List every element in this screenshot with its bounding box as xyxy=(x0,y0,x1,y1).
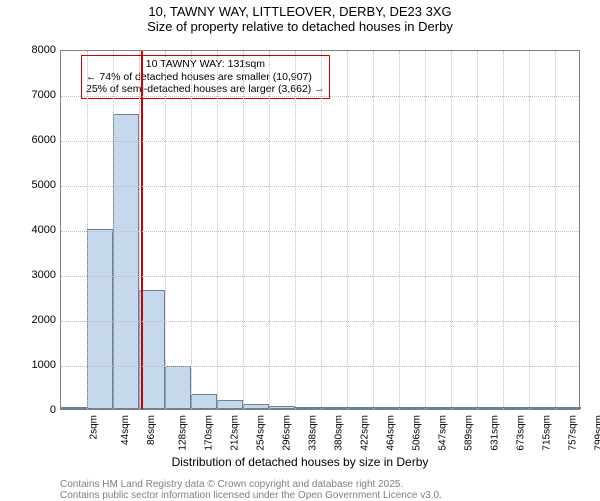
annotation-line: 10 TAWNY WAY: 131sqm xyxy=(86,58,325,71)
gridline-v xyxy=(555,51,556,409)
x-tick-label: 799sqm xyxy=(594,415,600,451)
gridline-v xyxy=(191,51,192,409)
title-address: 10, TAWNY WAY, LITTLEOVER, DERBY, DE23 3… xyxy=(0,4,600,19)
x-axis-title: Distribution of detached houses by size … xyxy=(0,455,600,469)
x-tick-label: 464sqm xyxy=(386,415,397,451)
histogram-bar xyxy=(555,407,581,409)
y-tick-label: 5000 xyxy=(32,179,56,191)
title-subtitle: Size of property relative to detached ho… xyxy=(0,19,600,34)
x-tick-label: 296sqm xyxy=(282,415,293,451)
histogram-bar xyxy=(529,407,555,409)
x-tick-label: 380sqm xyxy=(334,415,345,451)
y-tick-label: 7000 xyxy=(32,89,56,101)
x-tick-label: 128sqm xyxy=(178,415,189,451)
x-tick-label: 338sqm xyxy=(308,415,319,451)
gridline-v xyxy=(295,51,296,409)
y-tick-label: 1000 xyxy=(32,359,56,371)
x-tick-label: 506sqm xyxy=(412,415,423,451)
gridline-v xyxy=(503,51,504,409)
marker-line xyxy=(141,51,143,409)
histogram-bar xyxy=(191,394,217,409)
annotation-box: 10 TAWNY WAY: 131sqm ← 74% of detached h… xyxy=(81,55,330,99)
histogram-bar xyxy=(113,114,139,409)
histogram-bar xyxy=(295,407,321,409)
annotation-line: ← 74% of detached houses are smaller (10… xyxy=(86,71,325,84)
x-tick-label: 212sqm xyxy=(230,415,241,451)
histogram-bar xyxy=(165,366,191,409)
histogram-bar xyxy=(87,229,113,409)
y-tick-label: 0 xyxy=(50,404,56,416)
gridline-v xyxy=(139,51,140,409)
x-tick-label: 254sqm xyxy=(256,415,267,451)
x-tick-label: 715sqm xyxy=(541,415,552,451)
histogram-bar xyxy=(477,407,503,409)
x-tick-label: 170sqm xyxy=(204,415,215,451)
x-tick-label: 673sqm xyxy=(515,415,526,451)
histogram-bar xyxy=(399,407,425,409)
footer-copyright: Contains HM Land Registry data © Crown c… xyxy=(60,479,403,490)
gridline-v xyxy=(425,51,426,409)
gridline-v xyxy=(269,51,270,409)
histogram-bar xyxy=(269,406,295,409)
plot-area: 10 TAWNY WAY: 131sqm ← 74% of detached h… xyxy=(60,50,580,410)
histogram-bar xyxy=(503,407,529,409)
y-tick-label: 2000 xyxy=(32,314,56,326)
gridline-v xyxy=(529,51,530,409)
y-tick-label: 8000 xyxy=(32,44,56,56)
x-tick-label: 86sqm xyxy=(146,415,157,445)
annotation-line: 25% of semi-detached houses are larger (… xyxy=(86,83,325,96)
histogram-bar xyxy=(61,407,87,409)
histogram-bar xyxy=(425,407,451,409)
gridline-v xyxy=(165,51,166,409)
gridline-v xyxy=(399,51,400,409)
gridline-v xyxy=(217,51,218,409)
footer-licence: Contains public sector information licen… xyxy=(60,490,442,501)
x-tick-label: 44sqm xyxy=(120,415,131,445)
chart-title: 10, TAWNY WAY, LITTLEOVER, DERBY, DE23 3… xyxy=(0,0,600,34)
histogram-bar xyxy=(321,407,347,409)
x-tick-label: 422sqm xyxy=(360,415,371,451)
x-tick-label: 2sqm xyxy=(88,415,99,439)
histogram-bar xyxy=(217,400,243,409)
histogram-bar xyxy=(373,407,399,409)
y-tick-label: 4000 xyxy=(32,224,56,236)
gridline-v xyxy=(347,51,348,409)
gridline-v xyxy=(373,51,374,409)
gridline-v xyxy=(243,51,244,409)
gridline-v xyxy=(477,51,478,409)
histogram-bar xyxy=(451,407,477,409)
gridline-v xyxy=(451,51,452,409)
histogram-bar xyxy=(243,404,269,409)
gridline-v xyxy=(87,51,88,409)
chart-container: 10, TAWNY WAY, LITTLEOVER, DERBY, DE23 3… xyxy=(0,0,600,500)
x-tick-label: 757sqm xyxy=(568,415,579,451)
x-tick-label: 631sqm xyxy=(489,415,500,451)
histogram-bar xyxy=(347,407,373,409)
gridline-v xyxy=(113,51,114,409)
x-tick-label: 589sqm xyxy=(463,415,474,451)
x-tick-label: 547sqm xyxy=(437,415,448,451)
y-tick-label: 6000 xyxy=(32,134,56,146)
histogram-bar xyxy=(139,290,165,409)
gridline-v xyxy=(321,51,322,409)
y-tick-label: 3000 xyxy=(32,269,56,281)
